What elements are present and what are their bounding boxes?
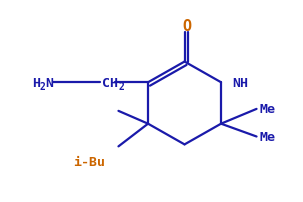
Text: N: N xyxy=(45,76,53,89)
Text: 2: 2 xyxy=(40,82,45,92)
Text: i-Bu: i-Bu xyxy=(73,155,105,168)
Text: 2: 2 xyxy=(118,82,124,92)
Text: O: O xyxy=(182,18,191,33)
Text: NH: NH xyxy=(232,76,248,89)
Text: Me: Me xyxy=(259,103,275,116)
Text: Me: Me xyxy=(259,130,275,143)
Text: H: H xyxy=(32,76,40,89)
Text: CH: CH xyxy=(102,76,118,89)
